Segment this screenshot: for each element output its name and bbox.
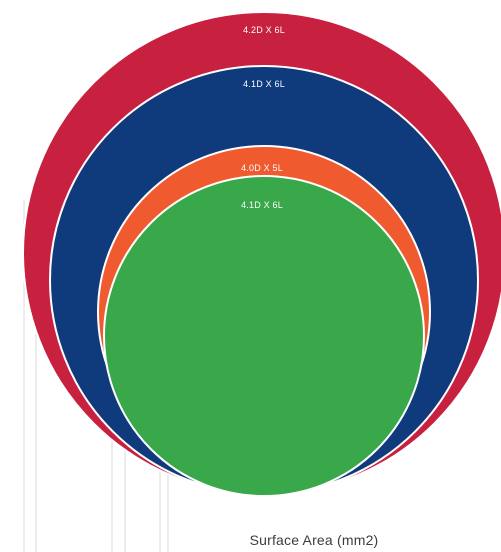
circle-green [104, 176, 424, 496]
circle-label-orange: 4.0D X 5L [241, 163, 283, 173]
caption: Surface Area (mm2) [250, 532, 379, 548]
circle-label-crimson: 4.2D X 6L [243, 25, 285, 35]
circle-label-green: 4.1D X 6L [241, 200, 283, 210]
circle-label-navy: 4.1D X 6L [243, 79, 285, 89]
